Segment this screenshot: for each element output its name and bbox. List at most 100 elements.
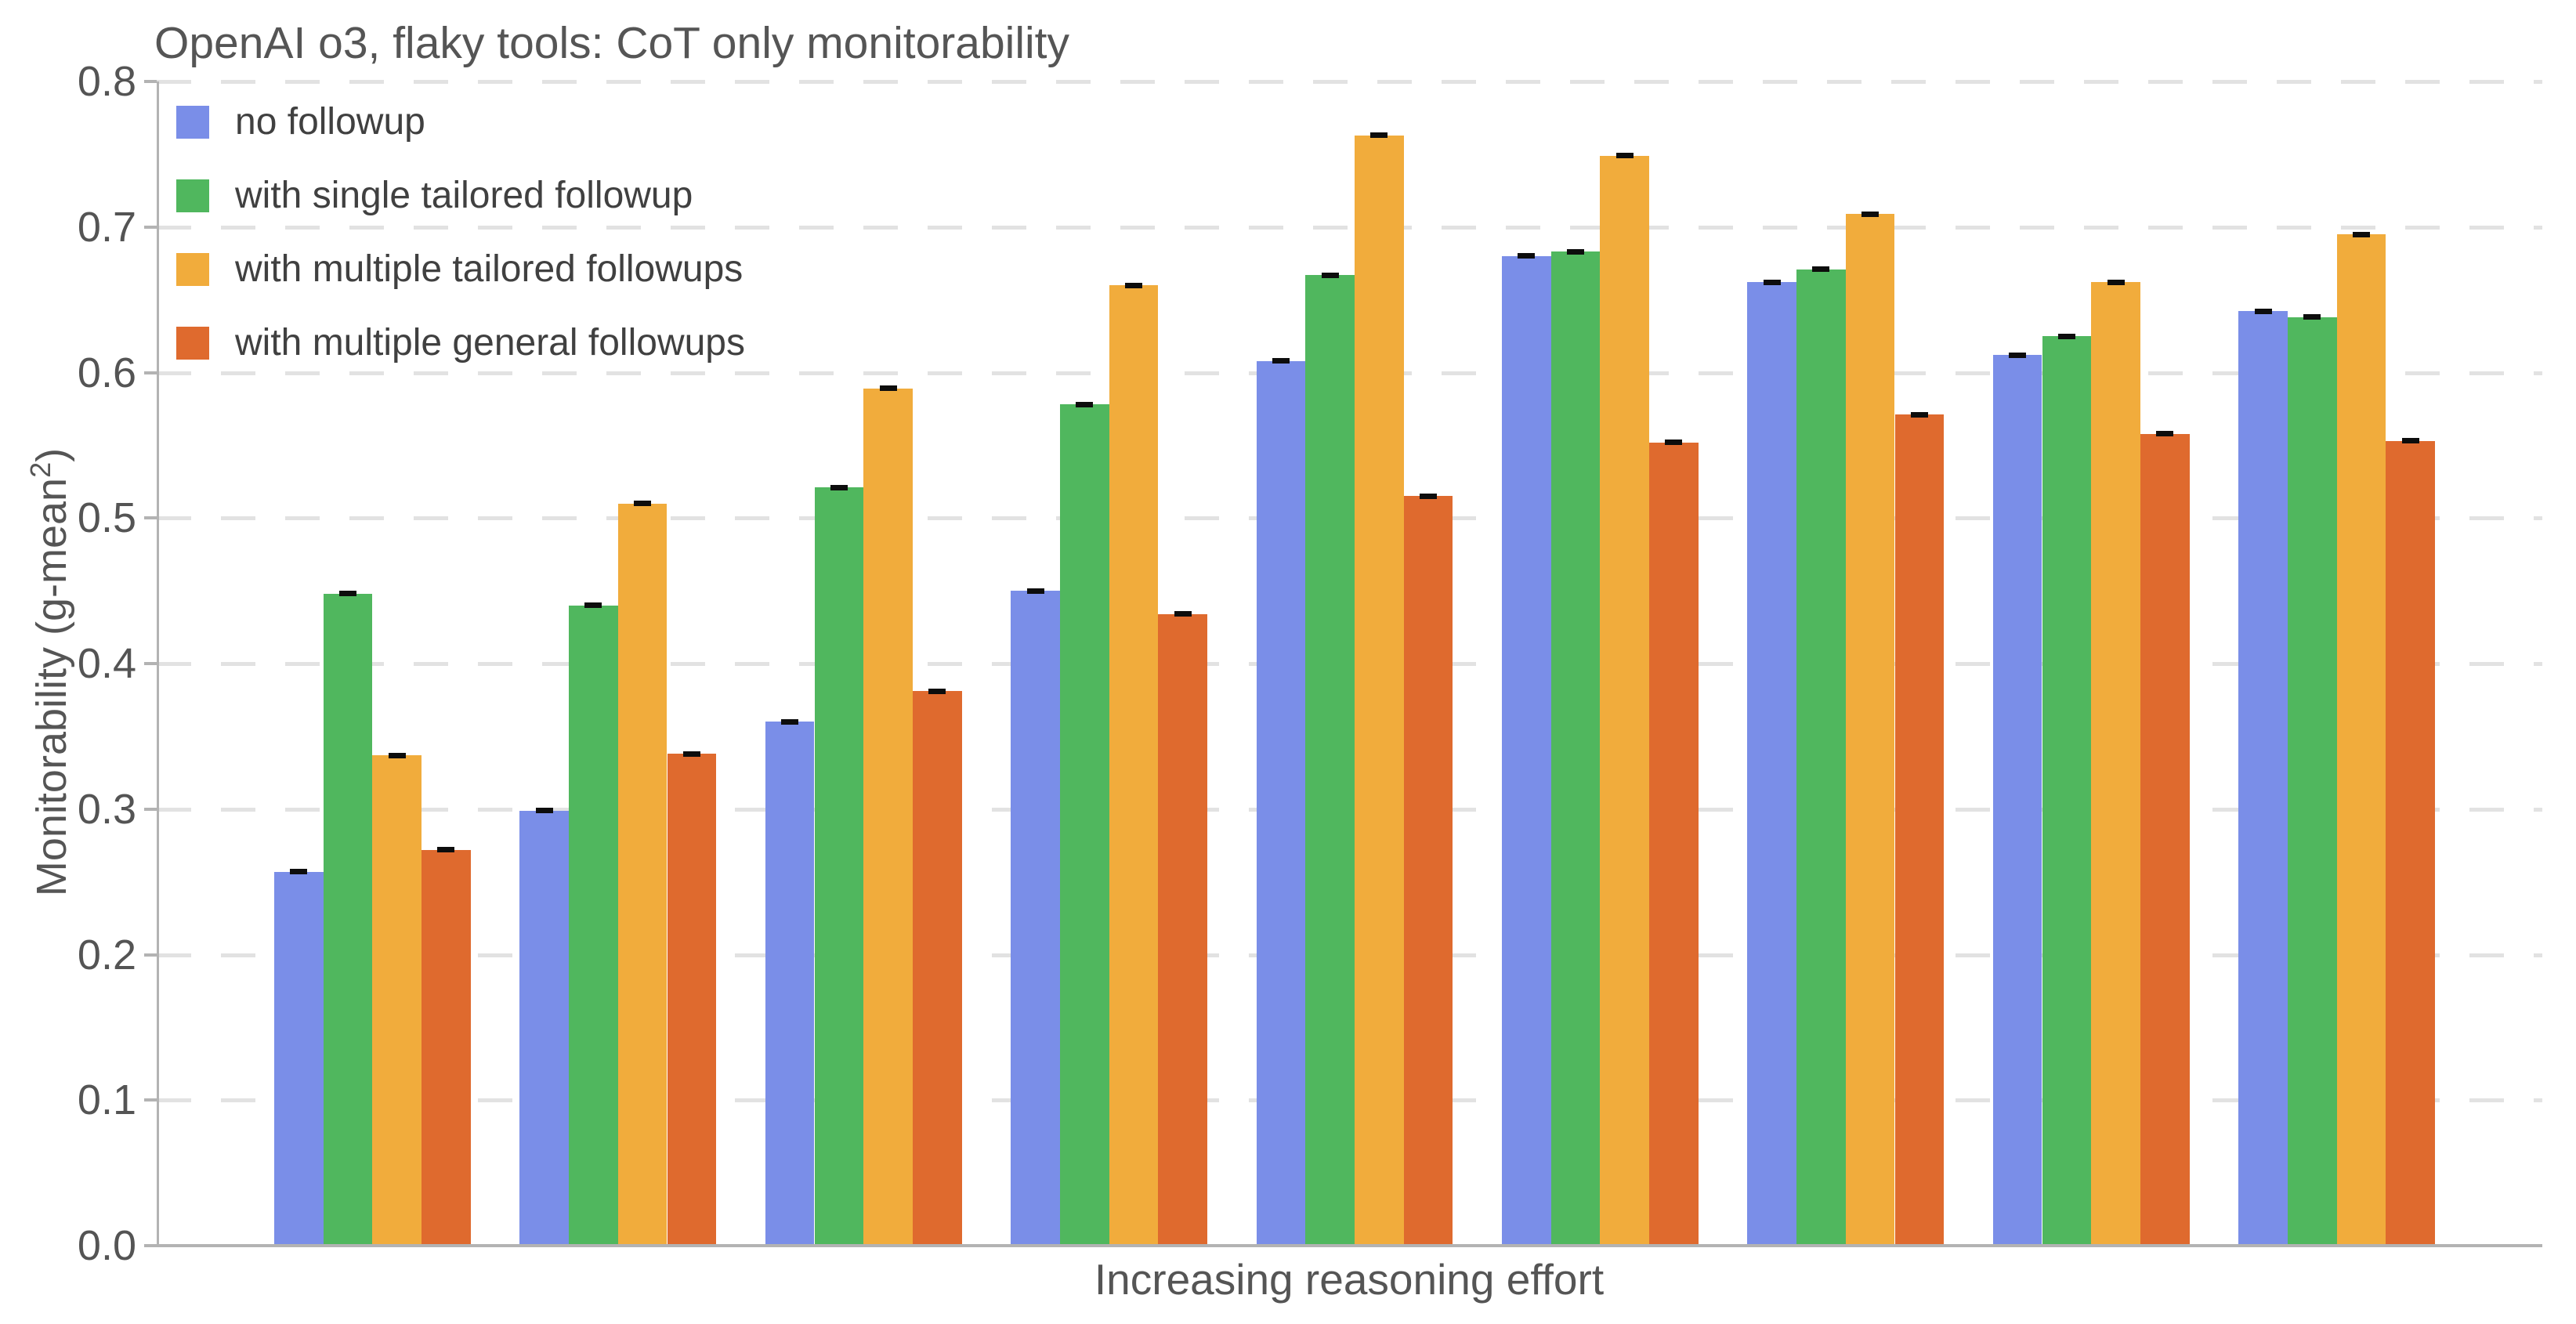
bar-group8-with-multiple-tailored-followups [2091,282,2140,1246]
x-axis-label: Increasing reasoning effort [1094,1255,1605,1304]
legend-swatch-icon [176,105,209,139]
x-axis-spine [157,1244,2542,1247]
y-tick-mark-0.3 [144,807,157,811]
bar-group1-with-multiple-tailored-followups [372,755,422,1246]
bar-group5-with-multiple-general-followups [1403,496,1453,1246]
bar-group4-with-multiple-general-followups [1158,613,1207,1246]
y-tick-label-0.3: 0.3 [77,785,136,833]
legend: no followup with single tailored followup… [176,100,745,364]
error-bar-cap [339,591,357,597]
y-axis-label-superscript: 2 [24,461,56,478]
bar-group8-no-followup [1992,355,2042,1246]
y-tick-mark-0.5 [144,516,157,520]
error-bar-cap [1615,153,1634,159]
error-bar-cap [2009,352,2027,358]
bar-group4-with-single-tailored-followup [1059,404,1109,1246]
y-axis-spine [157,81,159,1246]
y-tick-label-0.4: 0.4 [77,640,136,687]
legend-swatch-icon [176,326,209,360]
bar-group6-with-multiple-general-followups [1649,442,1699,1246]
y-tick-mark-0.2 [144,953,157,957]
y-tick-mark-0.7 [144,225,157,229]
error-bar-cap [1567,248,1585,255]
legend-swatch-icon [176,179,209,212]
bar-group8-with-single-tailored-followup [2042,336,2092,1246]
legend-item-with-multiple-tailored-followups: with multiple tailored followups [176,248,745,291]
error-bar-cap [1272,358,1290,364]
bar-group7-no-followup [1747,282,1797,1246]
error-bar-cap [2156,431,2174,436]
bar-group5-with-multiple-tailored-followups [1355,135,1404,1246]
bar-group9-with-multiple-tailored-followups [2336,234,2386,1246]
bar-group6-with-single-tailored-followup [1550,251,1601,1246]
legend-label: with multiple general followups [235,322,745,364]
bar-group2-with-single-tailored-followup [569,605,618,1246]
error-bar-cap [2303,314,2321,320]
bar-group4-with-multiple-tailored-followups [1109,285,1159,1246]
error-bar-cap [1124,282,1142,288]
error-bar-cap [2057,333,2075,339]
y-tick-mark-0.8 [144,80,157,83]
bar-group7-with-single-tailored-followup [1796,269,1846,1246]
bar-group3-no-followup [765,722,815,1246]
error-bar-cap [437,847,455,853]
bar-group3-with-single-tailored-followup [814,487,864,1246]
bar-group7-with-multiple-tailored-followups [1845,214,1895,1246]
bar-group2-with-multiple-general-followups [667,754,717,1246]
error-bar-cap [1763,279,1781,285]
y-tick-label-0.7: 0.7 [77,203,136,251]
y-axis-label: Monitorability (g-mean2) [24,448,76,896]
error-bar-cap [584,602,602,609]
bar-group2-with-multiple-tailored-followups [617,503,668,1246]
bar-group9-no-followup [2238,311,2288,1246]
error-bar-cap [2401,438,2419,444]
y-tick-mark-0.6 [144,371,157,374]
error-bar-cap [290,869,308,875]
legend-item-no-followup: no followup [176,100,745,143]
y-tick-mark-0.0 [144,1244,157,1247]
error-bar-cap [535,808,553,814]
error-bar-cap [830,484,848,490]
error-bar-cap [1910,411,1928,418]
legend-swatch-icon [176,252,209,286]
y-tick-mark-0.1 [144,1098,157,1102]
error-bar-cap [2107,279,2125,285]
y-tick-label-0.1: 0.1 [77,1076,136,1124]
legend-label: with single tailored followup [235,175,693,216]
error-bar-cap [2352,231,2370,237]
legend-label: no followup [235,101,425,143]
gridline-0.7 [157,225,2542,230]
y-tick-mark-0.4 [144,662,157,665]
y-tick-label-0.5: 0.5 [77,494,136,542]
error-bar-cap [879,385,897,392]
bar-group1-with-multiple-general-followups [421,849,471,1246]
bar-group8-with-multiple-general-followups [2140,433,2190,1246]
y-tick-label-0.8: 0.8 [77,58,136,105]
gridline-0.8 [157,80,2542,84]
bar-group1-with-single-tailored-followup [323,593,373,1246]
legend-item-with-single-tailored-followup: with single tailored followup [176,174,745,217]
bar-group4-no-followup [1011,591,1060,1246]
error-bar-cap [928,688,946,694]
error-bar-cap [388,752,406,758]
error-bar-cap [1665,440,1683,446]
error-bar-cap [1861,211,1880,217]
y-axis-label-close: ) [28,447,75,462]
error-bar-cap [1812,266,1830,273]
y-tick-label-0.6: 0.6 [77,349,136,396]
bar-group3-with-multiple-tailored-followups [863,388,913,1246]
bar-group6-with-multiple-tailored-followups [1600,155,1650,1246]
error-bar-cap [682,751,700,757]
error-bar-cap [1518,253,1536,259]
bar-group7-with-multiple-general-followups [1894,414,1945,1246]
bar-group1-no-followup [274,871,324,1246]
bar-group9-with-single-tailored-followup [2287,317,2337,1246]
y-axis-label-base: Monitorability (g-mean [28,477,75,897]
legend-item-with-multiple-general-followups: with multiple general followups [176,321,745,364]
bar-group9-with-multiple-general-followups [2386,440,2435,1246]
legend-label: with multiple tailored followups [235,248,743,290]
error-bar-cap [1076,401,1094,407]
y-tick-label-0.2: 0.2 [77,931,136,979]
bar-group5-no-followup [1256,360,1306,1246]
